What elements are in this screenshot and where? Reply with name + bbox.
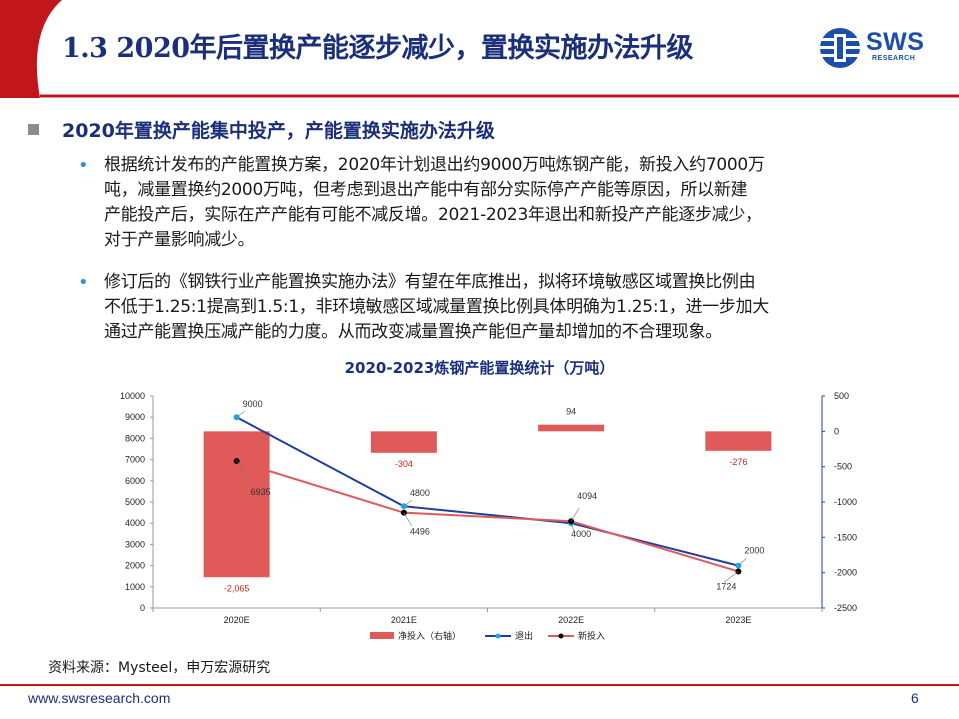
source-note: 资料来源：Mysteel，申万宏源研究: [48, 660, 271, 676]
bullet-paragraph-1: 根据统计发布的产能置换方案，2020年计划退出约9000万吨炼钢产能，新投入约7…: [104, 153, 950, 253]
left-tick-label: 3000: [125, 539, 145, 549]
paragraph-line: 修订后的《钢铁行业产能置换实施办法》有望在年底推出，拟将环境敏感区域置换比例由: [104, 272, 756, 292]
data-label-leader: [570, 507, 580, 522]
new-input-label: 4094: [577, 491, 597, 501]
sws-logo: SWS RESEARCH: [818, 26, 943, 70]
paragraph-line: 吨，减量置换约2000万吨，但考虑到退出产能中有部分实际停产产能等原因，所以新建: [104, 180, 748, 200]
data-label-leader: [570, 523, 575, 532]
capacity-chart: 0100020003000400050006000700080009000100…: [120, 391, 857, 641]
page-title: 1.3 2020年后置换产能逐步减少，置换实施办法升级: [62, 33, 694, 64]
left-tick-label: 5000: [125, 497, 145, 507]
bullet-dot-icon: •: [78, 272, 89, 293]
new-input-point: [568, 518, 575, 525]
left-tick-label: 6000: [125, 476, 145, 486]
new-input-line: [236, 460, 739, 573]
left-tick-label: 9000: [125, 412, 145, 422]
net-input-label: -304: [395, 459, 413, 469]
paragraph-line: 根据统计发布的产能置换方案，2020年计划退出约9000万吨炼钢产能，新投入约7…: [104, 155, 765, 175]
logo-text: SWS: [866, 28, 925, 56]
net-input-label: 94: [566, 407, 576, 417]
exit-line: [236, 416, 739, 567]
new-input-point: [735, 568, 742, 575]
paragraph-line: 不低于1.25:1提高到1.5:1，非环境敏感区域减量置换比例具体明确为1.25…: [104, 297, 769, 317]
exit-label: 4800: [410, 488, 430, 498]
category-label: 2022E: [558, 615, 584, 625]
chart-title: 2020-2023炼钢产能置换统计（万吨）: [344, 359, 615, 377]
exit-label: 2000: [744, 546, 764, 556]
legend-label: 退出: [515, 630, 533, 641]
left-tick-label: 8000: [125, 433, 145, 443]
section-heading: 2020年置换产能集中投产，产能置换实施办法升级: [62, 120, 495, 142]
left-tick-label: 0: [140, 603, 145, 613]
bullet-dot-icon: •: [78, 155, 89, 176]
data-label-leader: [236, 460, 252, 482]
sws-logo-icon: [820, 28, 860, 68]
new-input-label: 6935: [251, 487, 271, 497]
right-tick-label: -1000: [834, 497, 857, 507]
exit-label: 9000: [243, 399, 263, 409]
paragraph-line: 产能投产后，实际在产产能有可能不减反增。2021-2023年退出和新投产产能逐步…: [104, 205, 762, 225]
right-tick-label: 0: [834, 426, 839, 436]
footer-url-link[interactable]: www.swsresearch.com: [28, 690, 171, 706]
data-label-leader: [236, 410, 245, 418]
legend-new-marker: [558, 633, 564, 639]
left-tick-label: 2000: [125, 561, 145, 571]
net-input-bar: [705, 431, 772, 451]
page-number: 6: [911, 690, 919, 706]
legend-label: 新投入: [578, 630, 605, 641]
new-input-label: 4496: [410, 527, 430, 537]
category-label: 2021E: [391, 615, 417, 625]
legend-exit-marker: [495, 633, 501, 639]
left-tick-label: 1000: [125, 582, 145, 592]
net-input-bar: [203, 431, 270, 578]
legend-bar-swatch: [370, 632, 394, 639]
data-label-leader: [738, 558, 747, 566]
footer-rule: [0, 684, 959, 686]
net-input-label: -2,065: [224, 583, 250, 593]
header-red-curve: [0, 0, 959, 98]
right-tick-label: -2000: [834, 568, 857, 578]
right-tick-label: -2500: [834, 603, 857, 613]
net-input-label: -276: [729, 457, 747, 467]
right-tick-label: 500: [834, 391, 849, 401]
net-input-bar: [538, 424, 605, 432]
section-bullet-icon: [28, 124, 39, 135]
left-tick-label: 4000: [125, 518, 145, 528]
paragraph-line: 对于产量影响减少。: [104, 230, 255, 250]
paragraph-line: 通过产能置换压减产能的力度。从而改变减量置换产能但产量却增加的不合理现象。: [104, 322, 722, 342]
left-tick-label: 10000: [120, 391, 145, 401]
left-tick-label: 7000: [125, 455, 145, 465]
right-tick-label: -1500: [834, 532, 857, 542]
exit-label: 4000: [571, 529, 591, 539]
header-band: [0, 0, 959, 98]
category-label: 2023E: [725, 615, 751, 625]
data-label-leader: [403, 499, 413, 507]
data-label-leader: [403, 512, 413, 527]
new-input-label: 1724: [716, 581, 736, 591]
bullet-paragraph-2: 修订后的《钢铁行业产能置换实施办法》有望在年底推出，拟将环境敏感区域置换比例由 …: [104, 270, 950, 345]
category-label: 2020E: [224, 615, 250, 625]
data-label-leader: [723, 571, 739, 583]
exit-point: [233, 414, 240, 421]
net-input-bar: [370, 431, 437, 453]
logo-sub: RESEARCH: [872, 55, 916, 62]
legend-label: 净投入（右轴）: [398, 630, 461, 641]
right-tick-label: -500: [834, 462, 852, 472]
